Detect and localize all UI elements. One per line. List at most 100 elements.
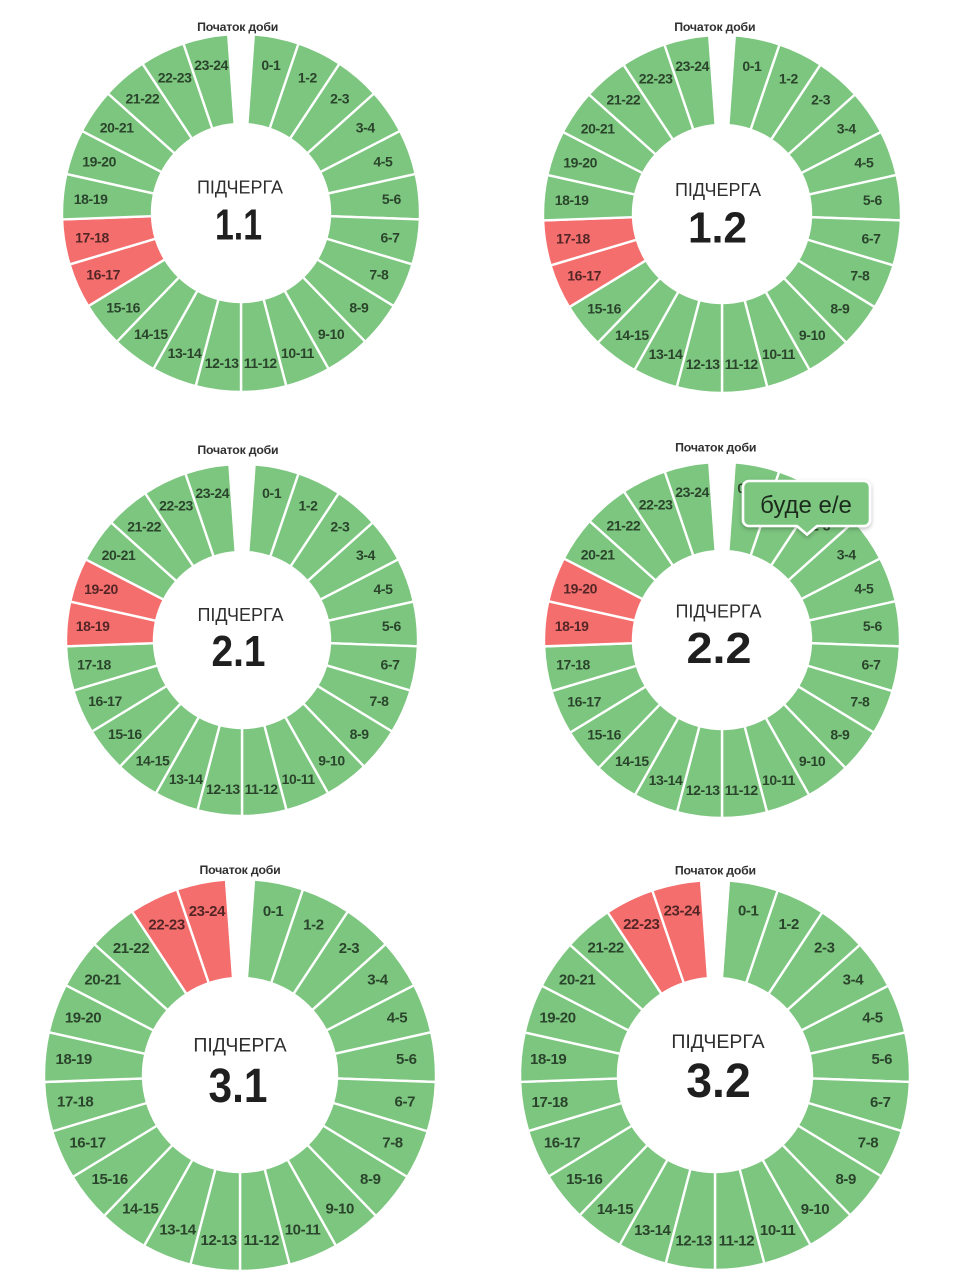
- svg-text:18-19: 18-19: [530, 1051, 566, 1068]
- svg-text:12-13: 12-13: [675, 1233, 711, 1250]
- svg-text:11-12: 11-12: [244, 1232, 280, 1249]
- svg-text:7-8: 7-8: [382, 1135, 403, 1152]
- svg-text:20-21: 20-21: [581, 120, 615, 136]
- svg-text:3-4: 3-4: [367, 972, 389, 989]
- svg-text:5-6: 5-6: [382, 191, 402, 207]
- svg-text:14-15: 14-15: [122, 1201, 158, 1218]
- svg-text:13-14: 13-14: [159, 1221, 196, 1238]
- svg-text:11-12: 11-12: [245, 781, 279, 797]
- svg-text:12-13: 12-13: [686, 356, 720, 372]
- svg-text:10-11: 10-11: [762, 346, 796, 362]
- svg-text:17-18: 17-18: [532, 1094, 568, 1111]
- svg-text:13-14: 13-14: [649, 772, 683, 788]
- svg-text:15-16: 15-16: [566, 1171, 602, 1188]
- svg-text:11-12: 11-12: [725, 782, 759, 798]
- svg-text:15-16: 15-16: [108, 726, 142, 742]
- svg-text:1-2: 1-2: [778, 916, 799, 933]
- svg-text:19-20: 19-20: [563, 581, 597, 597]
- svg-text:ПІДЧЕРГА: ПІДЧЕРГА: [675, 602, 761, 622]
- svg-text:7-8: 7-8: [369, 693, 389, 709]
- svg-text:Початок доби: Початок доби: [197, 443, 278, 457]
- svg-text:4-5: 4-5: [373, 154, 393, 170]
- svg-text:16-17: 16-17: [567, 694, 601, 710]
- svg-text:16-17: 16-17: [567, 268, 601, 284]
- svg-text:10-11: 10-11: [762, 772, 796, 788]
- svg-text:18-19: 18-19: [555, 192, 589, 208]
- svg-text:8-9: 8-9: [360, 1171, 381, 1188]
- svg-text:0-1: 0-1: [263, 903, 284, 920]
- svg-text:17-18: 17-18: [57, 1094, 93, 1111]
- svg-text:14-15: 14-15: [615, 327, 649, 343]
- svg-text:0-1: 0-1: [262, 485, 282, 501]
- svg-text:19-20: 19-20: [84, 581, 118, 597]
- svg-text:0-1: 0-1: [738, 902, 759, 919]
- svg-text:ПІДЧЕРГА: ПІДЧЕРГА: [197, 605, 283, 625]
- svg-text:6-7: 6-7: [380, 656, 400, 672]
- svg-text:20-21: 20-21: [581, 546, 615, 562]
- svg-text:13-14: 13-14: [649, 346, 683, 362]
- svg-text:9-10: 9-10: [801, 1201, 829, 1218]
- svg-text:23-24: 23-24: [664, 902, 701, 919]
- svg-text:7-8: 7-8: [858, 1135, 879, 1152]
- svg-text:1-2: 1-2: [303, 917, 324, 934]
- svg-text:1.2: 1.2: [688, 204, 747, 253]
- svg-text:0-1: 0-1: [261, 57, 281, 73]
- svg-text:7-8: 7-8: [850, 694, 870, 710]
- svg-text:2-3: 2-3: [811, 92, 831, 108]
- svg-text:23-24: 23-24: [189, 903, 226, 920]
- svg-text:15-16: 15-16: [587, 300, 621, 316]
- svg-text:18-19: 18-19: [555, 618, 589, 634]
- svg-text:4-5: 4-5: [862, 1009, 883, 1026]
- svg-text:3-4: 3-4: [843, 971, 865, 988]
- svg-text:4-5: 4-5: [854, 581, 874, 597]
- svg-text:22-23: 22-23: [148, 917, 184, 934]
- svg-text:ПІДЧЕРГА: ПІДЧЕРГА: [193, 1035, 286, 1057]
- svg-text:23-24: 23-24: [675, 484, 709, 500]
- svg-text:4-5: 4-5: [387, 1010, 408, 1027]
- svg-text:12-13: 12-13: [201, 1232, 237, 1249]
- svg-text:10-11: 10-11: [285, 1221, 321, 1238]
- svg-text:7-8: 7-8: [369, 267, 389, 283]
- svg-text:8-9: 8-9: [349, 299, 369, 315]
- svg-text:5-6: 5-6: [863, 618, 883, 634]
- svg-text:10-11: 10-11: [282, 771, 316, 787]
- svg-text:Початок доби: Початок доби: [199, 863, 280, 877]
- svg-text:1-2: 1-2: [298, 497, 318, 513]
- svg-text:10-11: 10-11: [760, 1222, 796, 1239]
- svg-text:3.1: 3.1: [209, 1060, 268, 1113]
- svg-text:22-23: 22-23: [158, 69, 192, 85]
- svg-text:5-6: 5-6: [863, 192, 883, 208]
- svg-text:6-7: 6-7: [380, 230, 400, 246]
- svg-text:23-24: 23-24: [194, 57, 228, 73]
- svg-text:7-8: 7-8: [850, 268, 870, 284]
- svg-text:21-22: 21-22: [606, 518, 640, 534]
- svg-text:3-4: 3-4: [356, 119, 376, 135]
- svg-text:20-21: 20-21: [84, 972, 120, 989]
- svg-text:19-20: 19-20: [82, 154, 116, 170]
- svg-text:17-18: 17-18: [75, 230, 109, 246]
- svg-text:2.1: 2.1: [212, 627, 266, 676]
- svg-text:20-21: 20-21: [100, 119, 134, 135]
- svg-text:1-2: 1-2: [298, 69, 318, 85]
- svg-text:ПІДЧЕРГА: ПІДЧЕРГА: [671, 1031, 764, 1053]
- svg-text:Початок доби: Початок доби: [197, 20, 278, 34]
- svg-text:13-14: 13-14: [169, 771, 203, 787]
- svg-text:3.2: 3.2: [686, 1055, 751, 1108]
- svg-text:0-1: 0-1: [742, 58, 762, 74]
- svg-text:10-11: 10-11: [281, 345, 315, 361]
- svg-text:22-23: 22-23: [639, 496, 673, 512]
- svg-text:17-18: 17-18: [556, 231, 590, 247]
- svg-text:8-9: 8-9: [830, 726, 850, 742]
- svg-text:16-17: 16-17: [86, 267, 120, 283]
- svg-text:12-13: 12-13: [206, 781, 240, 797]
- svg-text:2-3: 2-3: [330, 518, 350, 534]
- svg-text:2-3: 2-3: [330, 91, 350, 107]
- svg-text:15-16: 15-16: [106, 299, 140, 315]
- svg-text:11-12: 11-12: [719, 1233, 755, 1250]
- svg-text:14-15: 14-15: [134, 326, 168, 342]
- svg-text:18-19: 18-19: [76, 618, 110, 634]
- svg-text:5-6: 5-6: [872, 1051, 893, 1068]
- svg-text:9-10: 9-10: [799, 327, 826, 343]
- svg-text:6-7: 6-7: [395, 1094, 416, 1111]
- svg-text:9-10: 9-10: [318, 752, 345, 768]
